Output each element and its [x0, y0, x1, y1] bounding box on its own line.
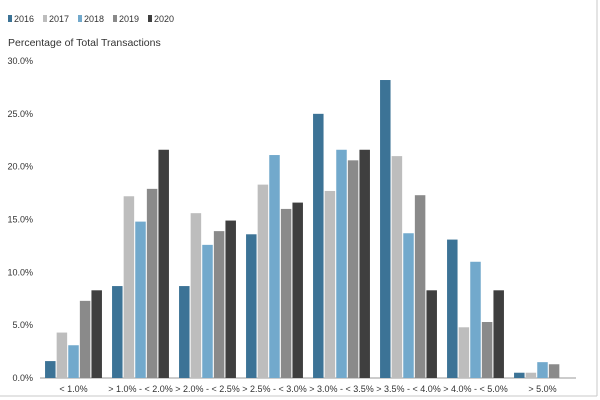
bar-2020-cat-0 [91, 290, 102, 378]
bar-2018-cat-5 [403, 233, 414, 378]
x-tick-label: > 3.5% - < 4.0% [376, 384, 441, 394]
bar-2018-cat-2 [202, 244, 213, 378]
bar-2020-cat-2 [225, 220, 236, 378]
legend-label-2017: 2017 [49, 14, 69, 24]
x-tick-label: > 3.0% - < 3.5% [309, 384, 374, 394]
legend: 2016 2017 2018 2019 2020 [8, 14, 174, 24]
bar-2019-cat-2 [213, 231, 225, 378]
bar-2018-cat-1 [135, 221, 146, 378]
y-tick-label: 30.0% [7, 56, 33, 66]
legend-swatch-2018 [78, 15, 82, 22]
bar-2020-cat-4 [359, 149, 370, 378]
x-tick-label: < 1.0% [59, 384, 87, 394]
x-tick-label: > 1.0% - < 2.0% [108, 384, 173, 394]
y-axis-title: Percentage of Total Transactions [8, 37, 161, 49]
bar-2019-cat-3 [280, 208, 292, 378]
bar-2017-cat-4 [324, 190, 336, 378]
legend-swatch-2019 [113, 15, 117, 22]
bar-2019-cat-1 [146, 188, 158, 378]
legend-label-2016: 2016 [14, 14, 34, 24]
legend-label-2018: 2018 [84, 14, 104, 24]
x-tick-label: > 2.5% - < 3.0% [242, 384, 307, 394]
bar-2018-cat-3 [269, 155, 280, 378]
x-tick-label: > 4.0% - < 5.0% [443, 384, 508, 394]
y-tick-label: 10.0% [7, 267, 33, 277]
legend-swatch-2016 [8, 15, 12, 22]
y-tick-label: 0.0% [12, 373, 33, 383]
bar-2016-cat-7 [514, 372, 525, 378]
bar-2016-cat-3 [246, 234, 257, 378]
bar-2017-cat-0 [56, 332, 68, 378]
legend-swatch-2020 [148, 15, 152, 22]
y-tick-label: 25.0% [7, 109, 33, 119]
bar-2017-cat-3 [257, 184, 269, 378]
y-axis: 0.0% 5.0% 10.0% 15.0% 20.0% 25.0% 30.0% [7, 56, 33, 383]
bar-2019-cat-5 [414, 195, 426, 378]
bars [45, 80, 560, 379]
bar-2019-cat-0 [79, 300, 91, 378]
legend-swatch-2017 [43, 15, 47, 22]
bar-2018-cat-7 [537, 362, 548, 378]
bar-2016-cat-2 [179, 286, 190, 378]
bar-2017-cat-1 [123, 196, 135, 378]
bar-2016-cat-0 [45, 361, 56, 378]
y-tick-label: 5.0% [12, 320, 33, 330]
bar-2020-cat-5 [426, 290, 437, 378]
bar-2020-cat-6 [493, 290, 504, 378]
bar-2016-cat-5 [380, 80, 391, 379]
bar-2018-cat-4 [336, 149, 347, 378]
bar-2020-cat-3 [292, 202, 303, 378]
bar-2017-cat-6 [458, 327, 470, 378]
legend-label-2020: 2020 [154, 14, 174, 24]
bar-2016-cat-6 [447, 239, 458, 378]
x-tick-label: > 2.0% - < 2.5% [175, 384, 240, 394]
y-tick-label: 20.0% [7, 162, 33, 172]
bar-2018-cat-0 [68, 345, 79, 378]
bar-2017-cat-5 [391, 156, 403, 378]
bar-2018-cat-6 [470, 261, 481, 378]
bar-2019-cat-6 [481, 322, 493, 378]
bar-2017-cat-2 [190, 213, 202, 378]
bar-2016-cat-1 [112, 286, 123, 378]
bar-2016-cat-4 [313, 113, 324, 378]
bar-2019-cat-4 [347, 160, 359, 378]
y-tick-label: 15.0% [7, 215, 33, 225]
bar-2017-cat-7 [525, 372, 537, 378]
x-axis-labels: < 1.0% > 1.0% - < 2.0% > 2.0% - < 2.5% > 2.… [59, 384, 556, 394]
bar-2020-cat-1 [158, 149, 169, 378]
x-tick-label: > 5.0% [528, 384, 556, 394]
legend-label-2019: 2019 [119, 14, 139, 24]
bar-2019-cat-7 [548, 364, 560, 378]
